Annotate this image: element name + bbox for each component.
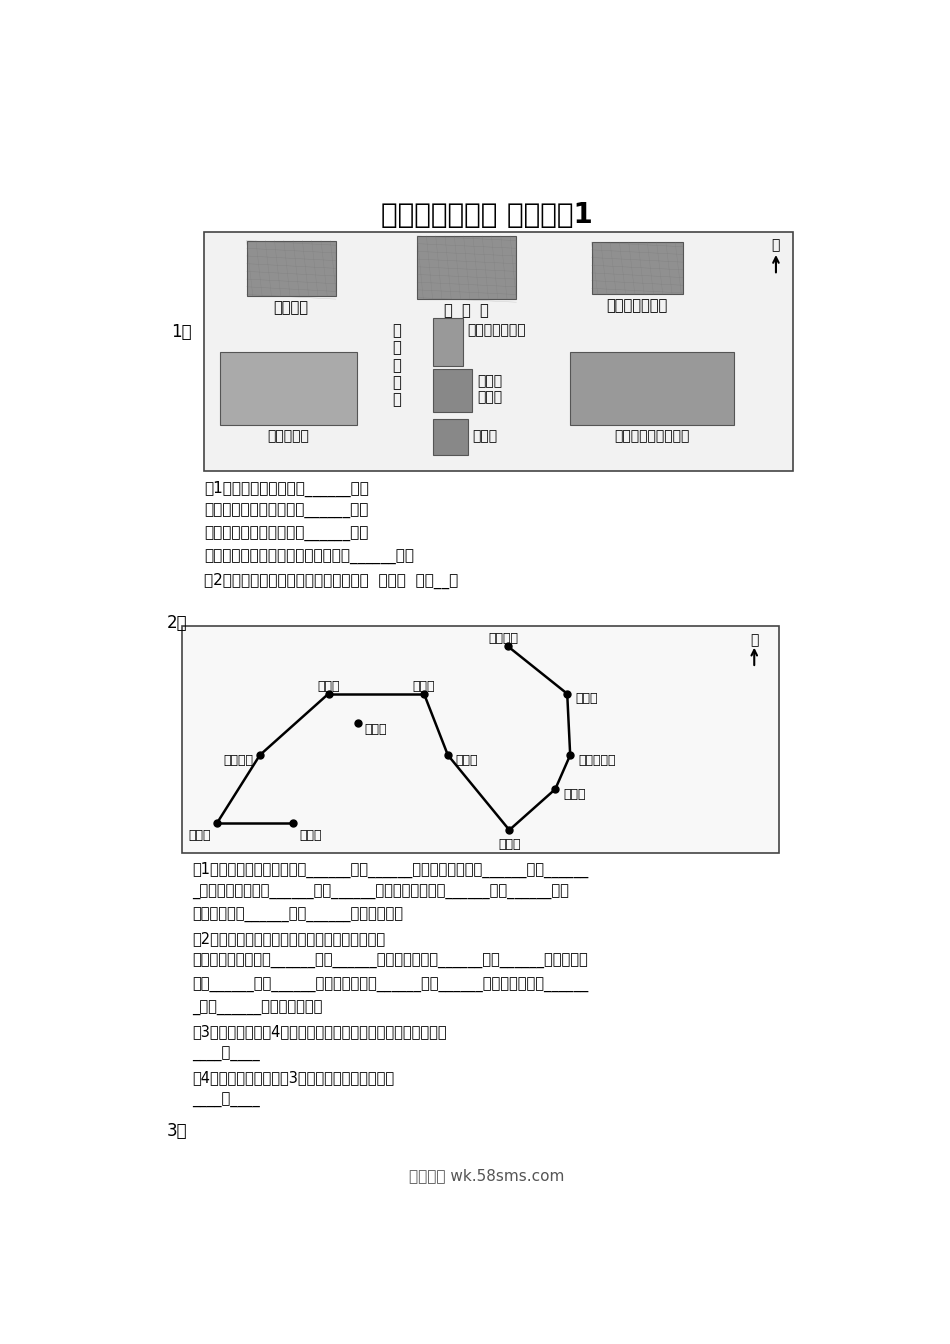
Text: （3）小红如果坐了4站，在拥军路下车，她可能从哪站上车的？: （3）小红如果坐了4站，在拥军路下车，她可能从哪站上车的？ bbox=[192, 1024, 447, 1039]
Text: ____或____: ____或____ bbox=[192, 1093, 260, 1107]
Text: 拥军路: 拥军路 bbox=[456, 754, 478, 766]
Text: 光明路: 光明路 bbox=[563, 788, 585, 801]
Text: （1）小飞从人民广场出发向______行驶______站到文化路，再向______行驶______: （1）小飞从人民广场出发向______行驶______站到文化路，再向_____… bbox=[192, 862, 589, 878]
Text: （4）小明在爱民路上车3站，她可能在哪站下车？: （4）小明在爱民路上车3站，她可能在哪站下车？ bbox=[192, 1070, 394, 1085]
Text: 动物园: 动物园 bbox=[412, 680, 435, 694]
Text: 北: 北 bbox=[771, 238, 780, 253]
Text: （2）说一说小飞从图书馆返回人民广场的路线：: （2）说一说小飞从图书馆返回人民广场的路线： bbox=[192, 931, 386, 946]
Text: （2）你在图中还发现哪些方向关系？（  ）在（  ）的__面: （2）你在图中还发现哪些方向关系？（ ）在（ ）的__面 bbox=[204, 574, 458, 590]
Text: 2、: 2、 bbox=[167, 614, 187, 632]
Bar bbox=[417, 237, 517, 300]
Text: 正阳门在毛主席纪念堂的______面，: 正阳门在毛主席纪念堂的______面， bbox=[204, 527, 369, 542]
Text: 小飞从图书馆出发向______行驶______站到＿＿，再向______行驶______站到＿＿，: 小飞从图书馆出发向______行驶______站到＿＿，再向______行驶__… bbox=[192, 954, 588, 969]
Text: 少年宫，再向______行驶______站到图书馆。: 少年宫，再向______行驶______站到图书馆。 bbox=[192, 909, 404, 923]
Text: （1）天安门在长安街的______面，: （1）天安门在长安街的______面， bbox=[204, 481, 369, 497]
Text: 东方电影院: 东方电影院 bbox=[578, 754, 616, 766]
Text: 正阳门: 正阳门 bbox=[472, 429, 497, 444]
Bar bbox=[433, 370, 472, 411]
Text: 中山公园在天安门广场的______面，: 中山公园在天安门广场的______面， bbox=[204, 504, 369, 519]
Text: 中山公园: 中山公园 bbox=[274, 300, 309, 314]
Text: 人民广场: 人民广场 bbox=[488, 632, 519, 645]
Bar bbox=[182, 625, 779, 852]
Text: 1、: 1、 bbox=[171, 323, 192, 341]
Text: ____或____: ____或____ bbox=[192, 1047, 260, 1062]
Text: _站到动物园，再向______行驶______站到商场路，再向______行驶______站到: _站到动物园，再向______行驶______站到商场路，再向______行驶_… bbox=[192, 886, 569, 900]
Text: 长  安  街: 长 安 街 bbox=[445, 302, 489, 319]
Text: 人民大会傂: 人民大会傂 bbox=[268, 429, 310, 444]
Text: _行驶______站到人民广场。: _行驶______站到人民广场。 bbox=[192, 1000, 323, 1016]
Bar bbox=[219, 352, 357, 426]
Bar bbox=[204, 233, 793, 470]
Text: 再向______行驶______站到＿＿，再向______行驶______站到＿＿，再向______: 再向______行驶______站到＿＿，再向______行驶______站到＿… bbox=[192, 977, 589, 992]
Text: 毛主席
纪念堂: 毛主席 纪念堂 bbox=[477, 374, 502, 405]
Text: 劳动人民文化宫: 劳动人民文化宫 bbox=[607, 298, 668, 313]
Text: 图书馆: 图书馆 bbox=[299, 829, 321, 843]
Bar bbox=[570, 352, 734, 426]
Text: 中国革命历史博物馆在天安门广场的______面。: 中国革命历史博物馆在天安门广场的______面。 bbox=[204, 550, 414, 566]
Text: 文化路: 文化路 bbox=[498, 837, 521, 851]
Bar bbox=[433, 319, 463, 366]
Bar bbox=[247, 241, 335, 296]
Text: 中国革命历史博物馆: 中国革命历史博物馆 bbox=[615, 429, 690, 444]
Text: 《三认识方向》 同步练习1: 《三认识方向》 同步练习1 bbox=[381, 202, 593, 230]
Text: 北: 北 bbox=[750, 633, 758, 648]
Text: 商场路: 商场路 bbox=[317, 680, 340, 694]
Text: 五八文库 wk.58sms.com: 五八文库 wk.58sms.com bbox=[409, 1168, 564, 1184]
Text: 少年宫: 少年宫 bbox=[188, 829, 211, 843]
Text: 幸福街: 幸福街 bbox=[575, 692, 598, 706]
Text: 3、: 3、 bbox=[167, 1122, 187, 1140]
Text: 天
安
门
广
场: 天 安 门 广 场 bbox=[391, 323, 401, 407]
Text: 人民英雄纪念磑: 人民英雄纪念磑 bbox=[467, 323, 526, 337]
Text: 爱民路: 爱民路 bbox=[365, 723, 387, 737]
Bar bbox=[433, 419, 467, 454]
Text: 人民医院: 人民医院 bbox=[223, 754, 254, 766]
Bar bbox=[592, 242, 683, 294]
